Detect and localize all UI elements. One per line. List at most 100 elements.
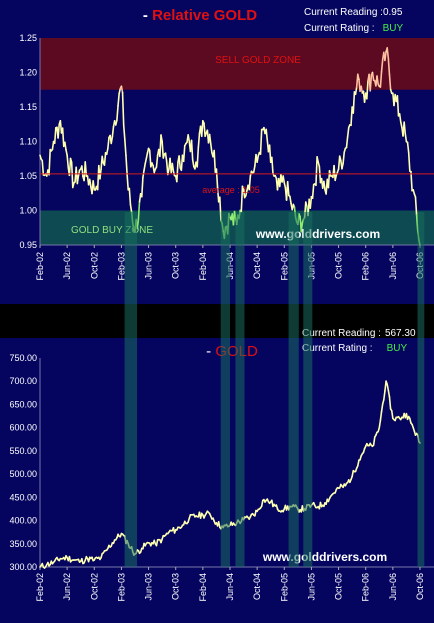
series-segment xyxy=(114,119,118,126)
y-tick-label: 650.00 xyxy=(9,399,37,409)
series-segment xyxy=(197,132,201,149)
y-tick-labels: 750.00 700.00 650.00 600.00 550.00 500.00 450.… xyxy=(9,353,37,572)
series-segment xyxy=(196,146,200,168)
data-point xyxy=(405,413,408,415)
x-tick-label: Oct-02 xyxy=(89,573,99,600)
y-tick-label: 600.00 xyxy=(9,423,37,433)
bottom-current-rating-value: BUY xyxy=(387,343,408,354)
series-segment xyxy=(383,390,386,401)
series-segment xyxy=(372,436,376,446)
data-point xyxy=(181,524,184,526)
series-segment xyxy=(396,94,400,117)
series-segment xyxy=(346,126,350,138)
series-segment xyxy=(77,169,81,177)
series-segment xyxy=(125,154,128,175)
series-segment xyxy=(283,182,287,189)
series-segment xyxy=(155,154,159,168)
x-tick-label: Feb-02 xyxy=(35,573,45,602)
series-segment xyxy=(410,170,413,192)
highlight-band xyxy=(220,212,230,567)
data-point xyxy=(344,147,346,149)
series-segment xyxy=(203,122,206,138)
data-point xyxy=(337,487,340,489)
x-tick-label: Jun-06 xyxy=(388,252,398,280)
data-point xyxy=(351,106,353,108)
series-segment xyxy=(51,140,55,151)
bottom-panel-background xyxy=(0,338,434,623)
x-tick-label: Jun-02 xyxy=(62,573,72,601)
data-point xyxy=(175,175,177,177)
x-tick-label: Feb-03 xyxy=(116,252,126,281)
data-point xyxy=(344,485,346,487)
y-tick-label: 300.00 xyxy=(9,562,37,572)
series-segment xyxy=(323,180,326,191)
x-tick-label: Feb-03 xyxy=(116,573,126,602)
data-point xyxy=(93,559,95,561)
data-point xyxy=(181,154,184,156)
series-segment xyxy=(57,123,61,139)
x-tick-label: Jun-04 xyxy=(225,573,235,601)
y-tick-label: 1.10 xyxy=(19,137,37,147)
series-segment xyxy=(148,149,152,168)
series-segment xyxy=(126,173,130,191)
x-tick-label: Oct-05 xyxy=(334,573,344,600)
series-segment xyxy=(128,187,132,206)
series-segment xyxy=(76,174,80,185)
series-segment xyxy=(268,144,272,163)
data-point xyxy=(80,168,82,170)
data-point xyxy=(86,175,89,177)
data-point xyxy=(195,161,197,163)
data-point xyxy=(392,92,394,94)
top-current-rating: Current Rating : BUY xyxy=(304,23,403,34)
data-point xyxy=(412,189,414,191)
data-point xyxy=(256,510,258,512)
data-point xyxy=(73,182,75,184)
series-segment xyxy=(354,86,358,96)
x-tick-labels: Feb-02 Jun-02 Oct-02 Feb-03 Jun-03 Oct-03 Feb-… xyxy=(35,573,425,602)
y-tick-label: 1.25 xyxy=(19,33,37,43)
series-segment xyxy=(356,459,360,467)
y-tick-label: 1.05 xyxy=(19,171,37,181)
series-segment xyxy=(117,92,120,107)
data-point xyxy=(256,161,258,163)
data-point xyxy=(317,506,319,508)
top-current-reading-value: 0.95 xyxy=(383,7,403,18)
bottom-current-rating-label: Current Rating : xyxy=(302,343,373,354)
data-point xyxy=(188,140,190,143)
x-tick-label: Jun-05 xyxy=(306,573,316,601)
data-point xyxy=(263,127,265,129)
data-point xyxy=(270,501,272,503)
series-segment xyxy=(92,180,96,191)
x-tick-label: Oct-06 xyxy=(415,573,425,600)
data-point xyxy=(188,517,190,519)
data-point xyxy=(324,502,326,504)
data-point xyxy=(46,564,48,566)
x-tick-label: Feb-04 xyxy=(198,573,208,602)
series-segment xyxy=(386,383,390,392)
data-point xyxy=(127,189,129,191)
data-point xyxy=(365,92,367,94)
buy-zone-label: GOLD BUY ZONE xyxy=(71,225,153,236)
series-segment xyxy=(110,135,114,145)
series-segment xyxy=(252,165,256,173)
series-segment xyxy=(380,58,384,73)
data-point xyxy=(358,459,360,461)
series-segment xyxy=(406,141,410,154)
data-point xyxy=(351,475,353,478)
y-tick-labels: 1.25 1.20 1.15 1.10 1.05 1.00 0.95 xyxy=(19,33,37,250)
data-point xyxy=(371,71,374,74)
data-point xyxy=(337,168,340,170)
series-segment xyxy=(311,183,315,199)
x-tick-label: Feb-04 xyxy=(198,252,208,281)
bottom-current-reading-label: Current Reading : xyxy=(302,328,381,339)
data-point xyxy=(59,120,61,122)
y-tick-label: 0.95 xyxy=(19,240,37,250)
highlight-band xyxy=(288,212,299,567)
series-segment xyxy=(143,163,146,172)
data-point xyxy=(209,512,211,515)
series-segment xyxy=(289,195,292,205)
series-segment xyxy=(414,196,418,216)
x-tick-label: Feb-06 xyxy=(361,573,371,602)
data-point xyxy=(120,532,123,535)
